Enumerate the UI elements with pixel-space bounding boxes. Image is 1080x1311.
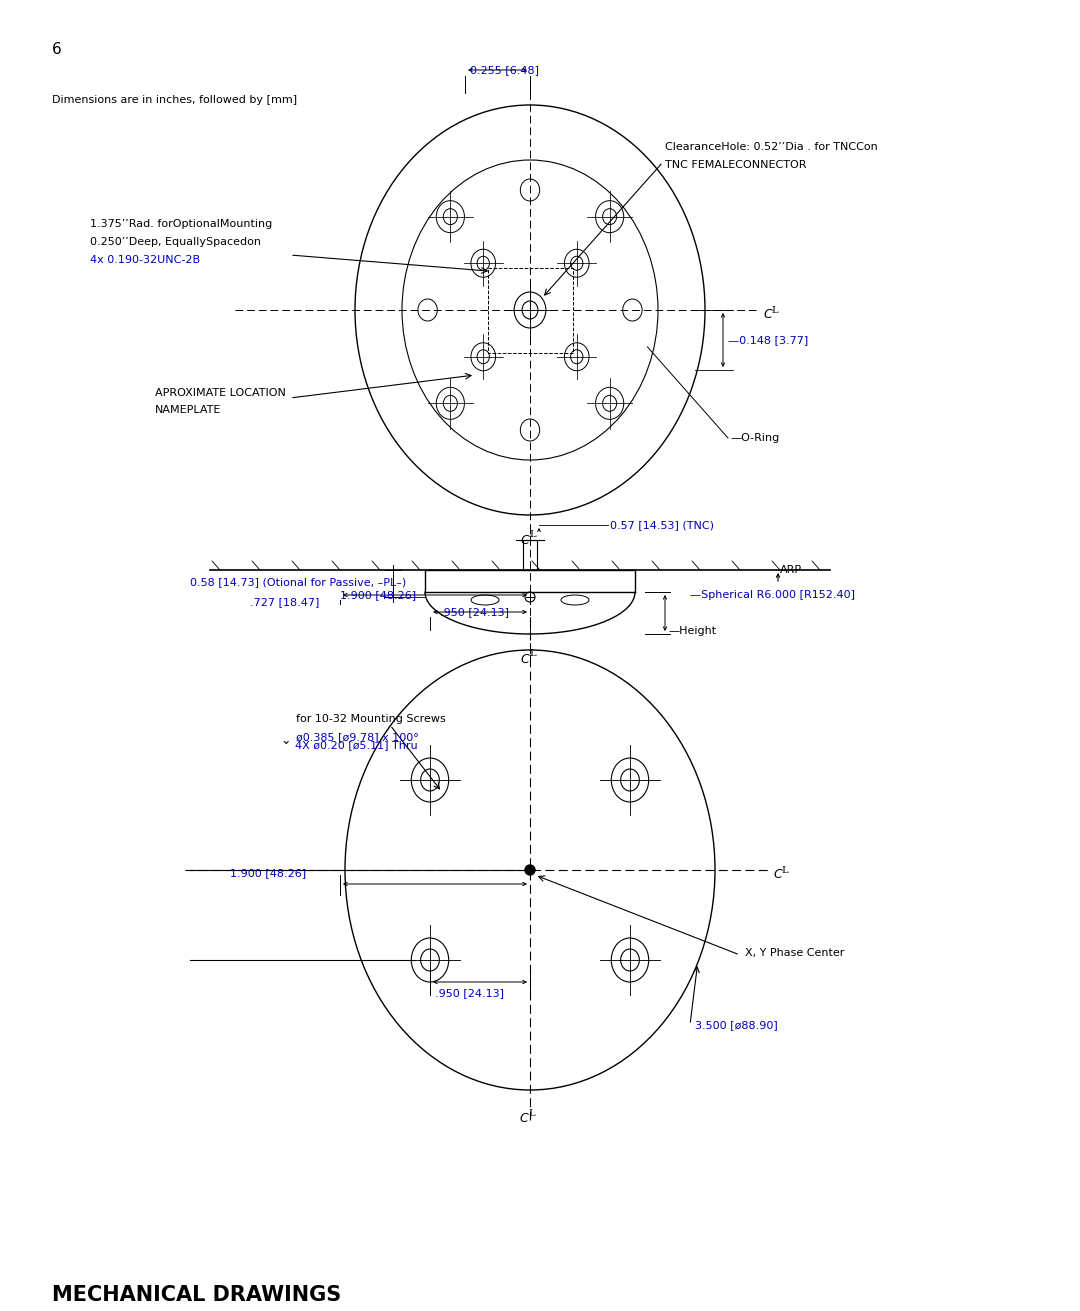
Text: ClearanceHole: 0.52’’Dia . for TNCCon: ClearanceHole: 0.52’’Dia . for TNCCon: [665, 142, 878, 152]
Text: 1.375’’Rad. forOptionalMounting: 1.375’’Rad. forOptionalMounting: [90, 219, 272, 229]
Text: L: L: [529, 530, 536, 539]
Text: .950 [24.13]: .950 [24.13]: [440, 607, 509, 617]
Text: ø0.385 [ø9.78] x 100°: ø0.385 [ø9.78] x 100°: [296, 732, 419, 742]
Text: 0.58 [14.73] (Otional for Passive, –PL–): 0.58 [14.73] (Otional for Passive, –PL–): [190, 577, 406, 587]
Text: 0.250’’Deep, EquallySpacedon: 0.250’’Deep, EquallySpacedon: [90, 237, 261, 246]
Text: —Spherical R6.000 [R152.40]: —Spherical R6.000 [R152.40]: [690, 590, 855, 600]
Text: MECHANICAL DRAWINGS: MECHANICAL DRAWINGS: [52, 1285, 341, 1304]
Text: .950 [24.13]: .950 [24.13]: [435, 988, 504, 998]
Text: 4x 0.190-32​UNC-2B: 4x 0.190-32​UNC-2B: [90, 256, 200, 265]
Text: L: L: [528, 1109, 535, 1118]
Text: 6: 6: [52, 42, 62, 58]
Text: —Height: —Height: [669, 625, 716, 636]
Circle shape: [525, 865, 535, 874]
Text: ARP: ARP: [780, 565, 802, 576]
Text: $\mathit{C}$: $\mathit{C}$: [519, 653, 530, 666]
Bar: [523, 540, 537, 570]
Text: $\mathit{C}$: $\mathit{C}$: [518, 1112, 529, 1125]
Text: 1.900 [48.26]: 1.900 [48.26]: [230, 868, 306, 878]
Text: L: L: [771, 305, 778, 315]
Text: L: L: [781, 867, 787, 874]
Text: for 10-32 Mounting Screws: for 10-32 Mounting Screws: [296, 714, 446, 724]
Text: —0.148 [3.77]: —0.148 [3.77]: [728, 336, 808, 345]
Text: 4X ø0.20 [ø5.11] Thru: 4X ø0.20 [ø5.11] Thru: [295, 739, 418, 750]
Text: $\mathit{C}$: $\mathit{C}$: [773, 868, 784, 881]
Text: ⌄: ⌄: [280, 734, 291, 747]
Text: L: L: [529, 649, 536, 658]
Bar: [488, 267, 573, 353]
Text: NAMEPLATE: NAMEPLATE: [156, 405, 221, 416]
Text: 1.900 [48.26]: 1.900 [48.26]: [340, 590, 416, 600]
Text: TNC FEMALE​CONNECTOR: TNC FEMALE​CONNECTOR: [665, 160, 807, 170]
Text: Dimensions are in inches, followed by [mm]: Dimensions are in inches, followed by [m…: [52, 94, 297, 105]
Text: APROXIMATE LOCATION: APROXIMATE LOCATION: [156, 388, 286, 399]
Text: X, Y Phase Center: X, Y Phase Center: [745, 948, 845, 958]
Text: .727 [18.47]: .727 [18.47]: [249, 597, 320, 607]
Text: 0.255 [6.48]: 0.255 [6.48]: [470, 66, 539, 75]
Text: 0.57 [14.53] (TNC): 0.57 [14.53] (TNC): [610, 520, 714, 530]
Text: $\mathit{C}$: $\mathit{C}$: [762, 308, 773, 320]
Text: $\mathit{C}$: $\mathit{C}$: [519, 534, 530, 547]
Text: 3.500 [ø88.90]: 3.500 [ø88.90]: [696, 1020, 778, 1030]
Text: —O-Ring: —O-Ring: [730, 433, 780, 443]
